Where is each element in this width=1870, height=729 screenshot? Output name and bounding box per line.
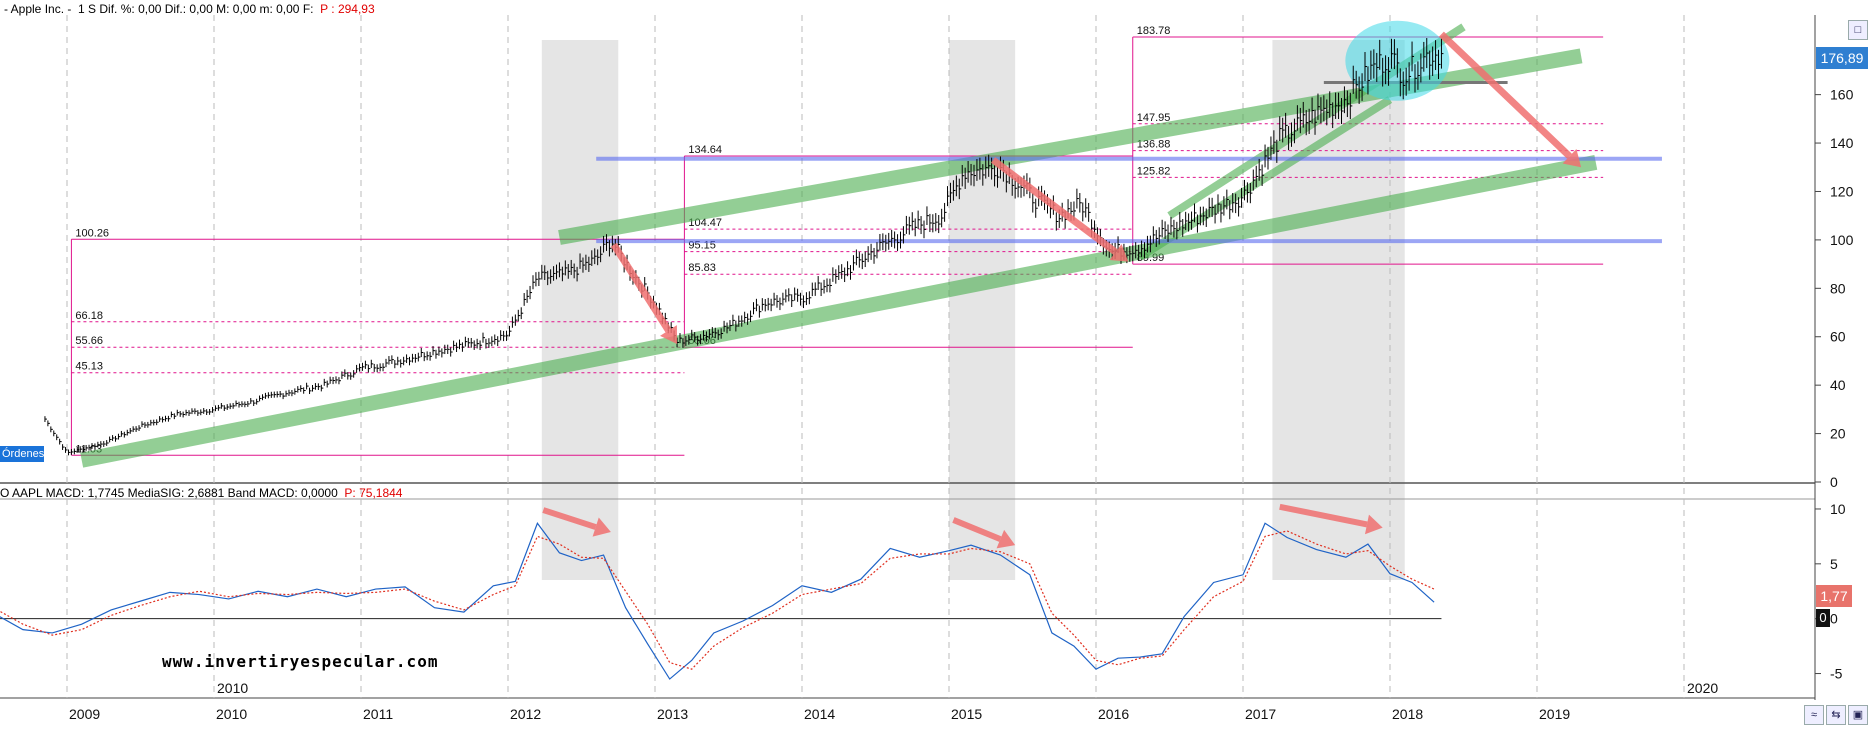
macd-y-tick-label: 10 [1830,501,1846,517]
fib-level-label: 66.18 [75,310,103,322]
y-tick-label: 40 [1830,377,1846,393]
x-tick-label: 2011 [363,706,393,722]
trend-channel-band [1137,96,1393,261]
x-tick-label: 2012 [510,706,541,722]
scroll-icon[interactable]: ⇆ [1826,705,1846,725]
y-tick-label: 140 [1830,135,1854,151]
x-year-mark: 2010 [217,680,248,696]
x-tick-label: 2014 [804,706,835,722]
fib-level-label: 134.64 [688,144,722,156]
x-tick-label: 2016 [1098,706,1129,722]
x-tick-label: 2019 [1539,706,1570,722]
decline-arrow [990,157,1129,262]
chart-header: - Apple Inc. - 1 S Dif. %: 0,00 Dif.: 0,… [4,2,375,16]
trend-channel-band [80,155,1598,468]
fib-level-label: 55.66 [75,335,103,347]
instrument-name: - Apple Inc. - [4,2,72,16]
fib-level-label: 45.13 [75,361,103,373]
y-tick-label: 100 [1830,232,1854,248]
macd-divergence-arrow [1279,503,1383,535]
fib-level-label: 125.82 [1137,165,1171,177]
fib-level-label: 147.95 [1137,112,1171,124]
header-stats: 1 S Dif. %: 0,00 Dif.: 0,00 M: 0,00 m: 0… [78,2,314,16]
x-tick-label: 2010 [216,706,247,722]
x-tick-label: 2018 [1392,706,1423,722]
x-year-mark: 2020 [1687,680,1718,696]
y-tick-label: 20 [1830,426,1846,442]
macd-y-tick-label: 0 [1830,611,1838,627]
x-tick-label: 2009 [69,706,100,722]
macd-p-value: P: 75,1844 [344,486,403,500]
watermark: www.invertiryespecular.com [162,652,439,671]
y-tick-label: 80 [1830,280,1846,296]
macd-divergence-arrow [542,507,611,537]
orders-tab[interactable]: Órdenes [0,446,45,462]
fib-level-label: 100.26 [75,227,109,239]
y-tick-label: 0 [1830,474,1838,490]
fib-level-label: 85.83 [688,262,716,274]
x-tick-label: 2017 [1245,706,1276,722]
panel-options-icon[interactable]: □ [1848,20,1868,40]
macd-values: O AAPL MACD: 1,7745 MediaSIG: 2,6881 Ban… [0,486,338,500]
macd-header: O AAPL MACD: 1,7745 MediaSIG: 2,6881 Ban… [0,486,402,500]
x-tick-label: 2013 [657,706,688,722]
x-tick-label: 2015 [951,706,982,722]
last-price-tag: 176,89 [1816,47,1868,69]
macd-zero-tag: 0 [1816,609,1830,627]
macd-y-tick-label: 5 [1830,556,1838,572]
zoom-icon[interactable]: ≈ [1804,705,1824,725]
macd-value-tag: 1,77 [1816,585,1852,607]
macd-divergence-arrow [952,517,1016,549]
y-tick-label: 120 [1830,183,1854,199]
header-last-price: P : 294,93 [320,2,375,16]
decline-arrow [610,242,678,344]
fib-level-label: 183.78 [1137,25,1171,37]
y-tick-label: 60 [1830,329,1846,345]
correction-shade [949,40,1016,580]
save-icon[interactable]: ▣ [1848,705,1868,725]
fib-level-label: 136.88 [1137,139,1171,151]
y-tick-label: 160 [1830,87,1854,103]
macd-line [0,521,1435,680]
macd-y-tick-label: -5 [1830,666,1843,682]
correction-shade [541,40,619,580]
projection-arrow [1439,31,1582,168]
